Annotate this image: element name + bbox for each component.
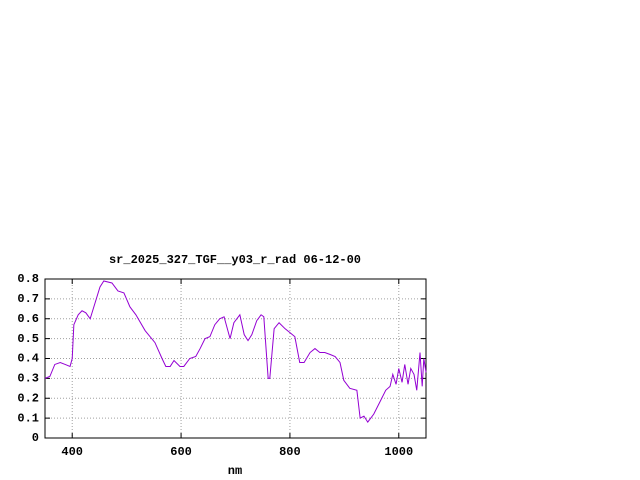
x-tick-label: 800 xyxy=(279,445,301,459)
y-tick-label: 0.8 xyxy=(17,272,39,286)
x-tick-label: 1000 xyxy=(384,445,413,459)
x-axis-label: nm xyxy=(228,464,242,478)
y-tick-label: 0.3 xyxy=(17,372,39,386)
y-tick-label: 0.1 xyxy=(17,411,39,425)
x-tick-label: 400 xyxy=(61,445,83,459)
y-tick-label: 0.7 xyxy=(17,292,39,306)
x-tick-label: 600 xyxy=(170,445,192,459)
chart-title: sr_2025_327_TGF__y03_r_rad 06-12-00 xyxy=(109,253,361,267)
y-tick-label: 0.5 xyxy=(17,332,39,346)
data-line xyxy=(44,280,427,423)
y-tick-label: 0 xyxy=(32,431,39,445)
plot-frame xyxy=(44,278,427,439)
y-tick-label: 0.2 xyxy=(17,391,39,405)
y-tick-label: 0.6 xyxy=(17,312,39,326)
y-tick-label: 0.4 xyxy=(17,352,39,366)
